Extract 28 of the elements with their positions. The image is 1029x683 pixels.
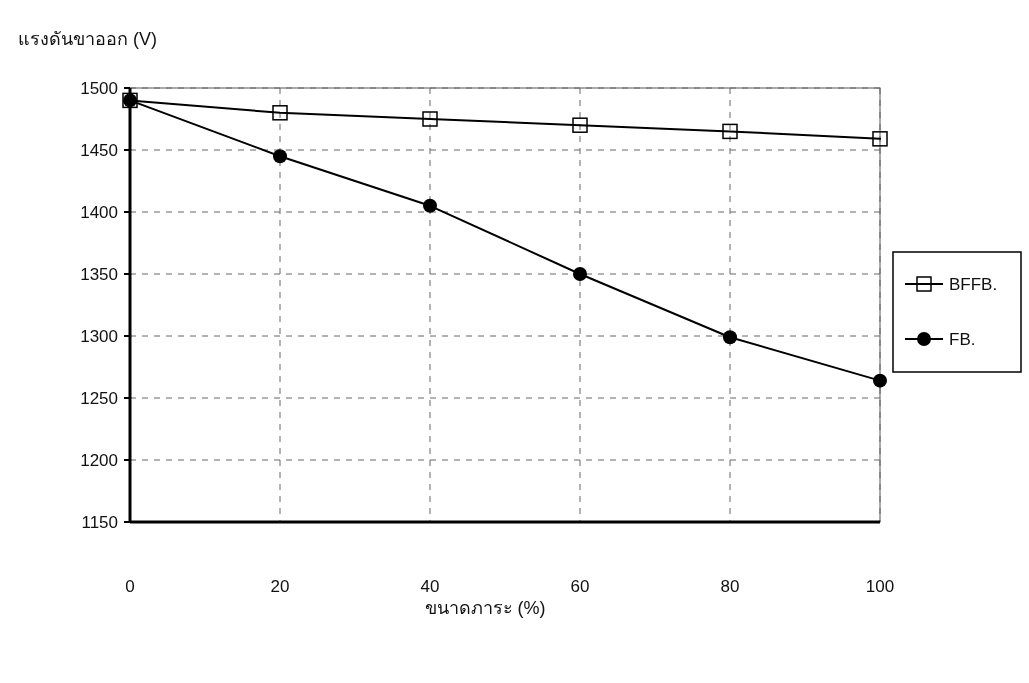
x-tick-label: 100 xyxy=(865,577,895,596)
point xyxy=(272,105,288,121)
point xyxy=(723,330,737,345)
x-tick-label: 80 xyxy=(720,577,740,596)
y-tick-label: 1250 xyxy=(80,389,118,408)
y-tick-label: 1500 xyxy=(80,79,118,98)
y-tick-label: 1300 xyxy=(80,327,118,346)
x-tick-label: 60 xyxy=(570,577,590,596)
y-axis-title: แรงดันขาออก (V) xyxy=(18,29,157,49)
y-tick-label: 1150 xyxy=(81,513,118,532)
x-tick-label: 40 xyxy=(420,577,440,596)
y-tick-label: 1400 xyxy=(80,203,118,222)
legend-label: BFFB. xyxy=(949,275,998,294)
y-tick-label: 1350 xyxy=(80,265,118,284)
point xyxy=(422,111,438,127)
x-tick-label: 20 xyxy=(270,577,290,596)
y-tick-label: 1200 xyxy=(80,451,118,470)
point xyxy=(873,373,887,388)
point xyxy=(423,198,437,213)
y-tick-label: 1450 xyxy=(80,141,118,160)
point xyxy=(722,123,738,140)
legend-label: FB. xyxy=(949,330,976,349)
x-tick-label: 0 xyxy=(125,577,135,596)
point xyxy=(872,131,888,147)
point xyxy=(573,267,587,281)
point xyxy=(572,117,588,133)
point xyxy=(273,149,287,164)
x-axis-title: ขนาดภาระ (%) xyxy=(424,598,546,618)
